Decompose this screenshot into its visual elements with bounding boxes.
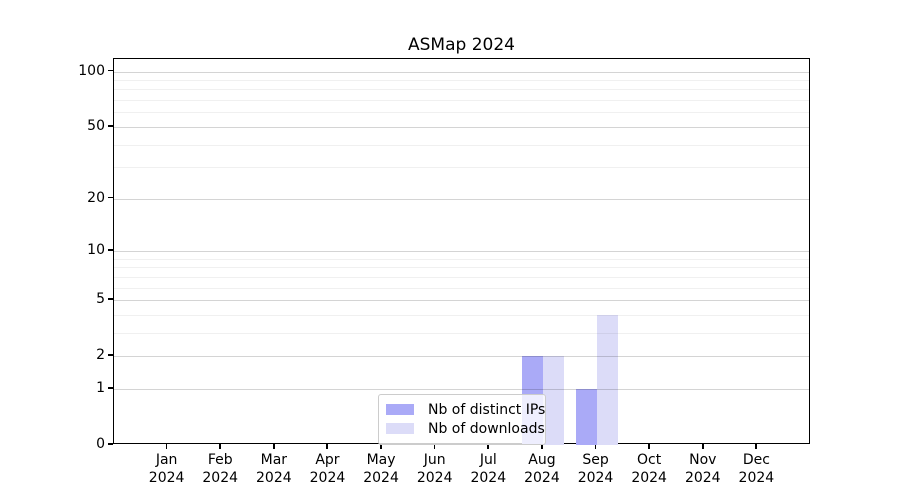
y-tick-label: 0 [96,436,105,452]
bar-distinct-ips-sep [575,388,597,445]
x-tick-mark [701,444,704,449]
x-tick-label: Aug 2024 [510,451,574,487]
x-tick-month: Mar [260,452,288,468]
x-tick-mark [648,444,650,449]
x-tick-month: Aug [528,452,556,468]
x-tick-label: Jul 2024 [456,451,520,487]
x-tick-mark [326,444,329,449]
y-tick-label: 5 [96,291,105,308]
y-tick-label: 1 [96,379,105,396]
x-tick-label: Mar 2024 [242,451,306,487]
major-gridline [114,250,809,252]
legend: Nb of distinct IPs Nb of downloads [378,394,546,445]
major-gridline [114,300,809,302]
x-tick-month: Jun [423,452,446,468]
x-tick-mark [594,444,597,449]
y-tick-mark [108,354,113,356]
x-tick-label: Oct 2024 [617,451,681,487]
x-tick-year: 2024 [524,470,560,486]
y-tick-mark [108,443,113,445]
x-tick-year: 2024 [416,470,453,486]
y-tick-label: 100 [78,62,105,79]
y-tick-mark [108,196,113,199]
y-tick-mark [108,69,113,72]
major-gridline [114,126,809,128]
y-tick-label: 2 [96,347,105,364]
minor-gridline [114,287,809,289]
x-tick-mark [755,444,758,449]
x-tick-month: May [366,452,396,468]
legend-label-distinct-ips: Nb of distinct IPs [428,401,546,418]
y-tick-mark [108,124,113,127]
x-tick-month: Jul [479,452,497,468]
minor-gridline [114,276,809,278]
legend-entry-downloads: Nb of downloads [386,419,545,438]
legend-entry-distinct-ips: Nb of distinct IPs [386,400,545,419]
x-tick-label: Sep 2024 [564,451,628,487]
minor-gridline [114,89,809,91]
x-tick-year: 2024 [577,470,614,486]
legend-swatch-distinct-ips [386,404,414,415]
x-tick-year: 2024 [202,470,239,486]
x-tick-label: Jan 2024 [135,451,199,487]
bar-downloads-aug [542,356,564,445]
y-tick-mark [108,298,113,300]
x-tick-label: May 2024 [349,451,413,487]
chart-title: ASMap 2024 [408,35,515,55]
x-tick-mark [219,444,222,449]
x-tick-year: 2024 [738,470,775,486]
x-tick-label: Apr 2024 [295,451,359,487]
x-tick-year: 2024 [148,470,185,486]
legend-label-downloads: Nb of downloads [428,420,545,437]
minor-gridline [114,167,809,169]
minor-gridline [114,258,809,260]
major-gridline [114,388,809,390]
minor-gridline [114,314,809,316]
x-tick-mark [433,444,436,449]
minor-gridline [114,80,809,82]
x-tick-month: Oct [637,452,662,468]
y-tick-label: 20 [87,189,105,206]
major-gridline [114,71,809,73]
x-tick-year: 2024 [256,470,292,486]
minor-gridline [114,144,809,146]
grid-layer [114,59,809,443]
x-tick-month: Feb [207,452,233,468]
x-tick-month: Apr [315,452,340,468]
minor-gridline [114,267,809,269]
x-tick-month: Dec [742,452,770,468]
x-tick-year: 2024 [309,470,346,486]
x-tick-month: Jan [155,452,178,468]
major-gridline [114,198,809,200]
legend-swatch-downloads [386,423,414,434]
x-tick-label: Jun 2024 [403,451,467,487]
x-tick-year: 2024 [363,470,399,486]
minor-gridline [114,112,809,114]
x-tick-year: 2024 [684,470,721,486]
y-tick-label: 50 [87,117,105,134]
x-tick-month: Nov [689,452,717,468]
minor-gridline [114,100,809,102]
x-tick-mark [540,444,543,449]
plot-area: Nb of distinct IPs Nb of downloads [113,58,810,445]
x-tick-mark [165,444,168,449]
bar-downloads-sep [596,314,618,445]
x-tick-mark [380,444,382,449]
minor-gridline [114,332,809,334]
major-gridline [114,356,809,358]
x-tick-year: 2024 [631,470,667,486]
x-tick-mark [272,444,275,449]
x-tick-label: Feb 2024 [188,451,252,487]
x-tick-label: Nov 2024 [671,451,735,487]
x-tick-mark [487,444,490,449]
y-tick-mark [108,386,113,389]
x-tick-year: 2024 [470,470,507,486]
y-tick-label: 10 [87,241,105,258]
x-tick-label: Dec 2024 [724,451,788,487]
y-tick-mark [108,248,113,251]
x-tick-month: Sep [582,452,609,468]
